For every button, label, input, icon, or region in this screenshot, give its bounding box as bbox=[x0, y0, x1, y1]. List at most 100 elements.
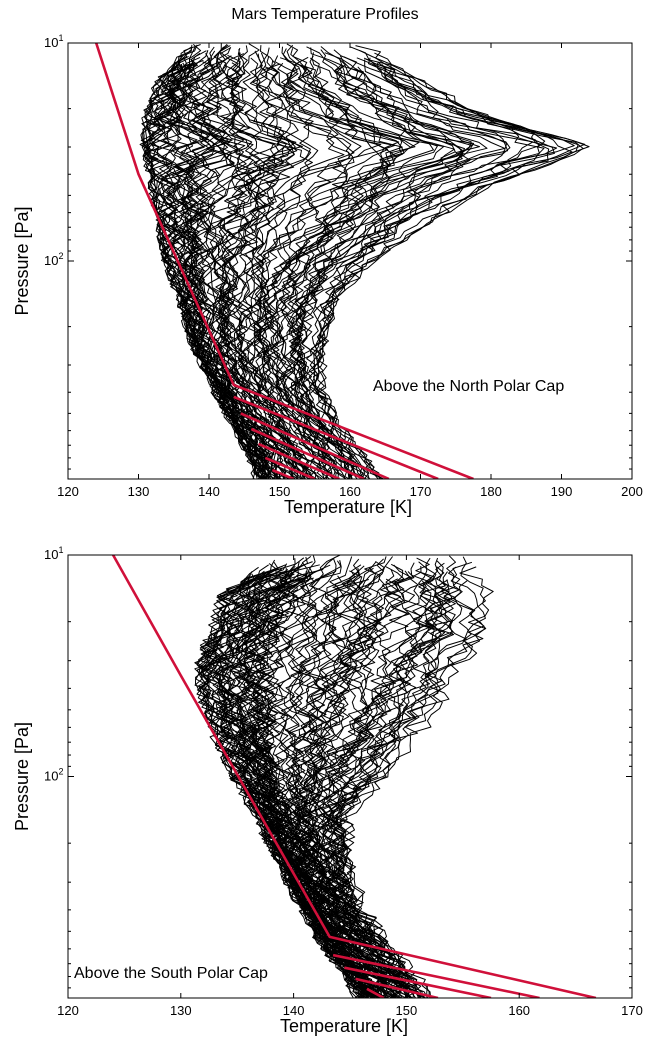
south-fit-line bbox=[344, 966, 492, 998]
x-tick-label: 130 bbox=[128, 484, 150, 499]
south-profile-line bbox=[205, 564, 371, 998]
north-fit-line bbox=[257, 442, 340, 479]
south-y-ticks: 101 102 bbox=[44, 545, 632, 989]
north-profile-line bbox=[298, 49, 472, 479]
y-tick-label: 102 bbox=[44, 767, 63, 784]
north-profile-line bbox=[290, 58, 465, 479]
x-tick-label: 140 bbox=[283, 1003, 305, 1018]
south-x-axis-label: Temperature [K] bbox=[280, 1016, 408, 1036]
south-profile-line bbox=[249, 570, 387, 998]
south-fit-lines bbox=[111, 555, 597, 998]
south-profile-line bbox=[235, 574, 372, 998]
north-profile-line bbox=[304, 64, 555, 479]
x-tick-label: 120 bbox=[57, 1003, 79, 1018]
north-profile-line bbox=[263, 48, 405, 479]
north-fit-line bbox=[250, 427, 365, 479]
south-x-ticks: 120 130 140 150 160 170 bbox=[57, 555, 643, 1018]
south-profile-line bbox=[298, 556, 396, 998]
south-profile-line bbox=[246, 580, 376, 998]
north-profile-line bbox=[161, 59, 270, 479]
y-tick-label: 101 bbox=[44, 545, 63, 562]
x-tick-label: 130 bbox=[170, 1003, 192, 1018]
north-profile-line bbox=[235, 50, 306, 479]
south-profile-line bbox=[198, 566, 362, 998]
south-profile-line bbox=[284, 567, 390, 998]
north-profile-line bbox=[248, 65, 345, 479]
north-profile-line bbox=[170, 52, 280, 479]
south-profiles bbox=[194, 555, 494, 998]
y-tick-label: 102 bbox=[44, 251, 63, 268]
north-profile-line bbox=[144, 64, 264, 479]
x-tick-label: 150 bbox=[396, 1003, 418, 1018]
south-fit-line bbox=[332, 953, 540, 998]
north-profile-line bbox=[228, 66, 311, 479]
north-profile-line bbox=[287, 56, 546, 479]
x-tick-label: 150 bbox=[269, 484, 291, 499]
north-profile-line bbox=[221, 45, 319, 479]
x-tick-label: 170 bbox=[410, 484, 432, 499]
south-profile-line bbox=[272, 560, 398, 998]
south-profile-line bbox=[314, 570, 415, 998]
south-profile-line bbox=[327, 555, 456, 998]
south-profile-line bbox=[332, 557, 456, 998]
north-profile-line bbox=[255, 68, 355, 479]
south-y-axis-label: Pressure [Pa] bbox=[12, 722, 32, 831]
figure-title: Mars Temperature Profiles bbox=[231, 6, 419, 23]
x-tick-label: 180 bbox=[480, 484, 502, 499]
south-annotation: Above the South Polar Cap bbox=[74, 965, 268, 982]
x-tick-label: 160 bbox=[508, 1003, 530, 1018]
south-profile-line bbox=[329, 571, 463, 998]
y-tick-label: 101 bbox=[44, 33, 63, 50]
north-profile-line bbox=[267, 46, 456, 479]
north-profile-line bbox=[239, 47, 312, 479]
north-profile-line bbox=[293, 68, 509, 479]
south-profile-line bbox=[335, 566, 494, 998]
north-profile-line bbox=[284, 49, 464, 479]
north-profile-line bbox=[155, 65, 279, 479]
north-profiles bbox=[139, 43, 590, 479]
north-fit-line bbox=[240, 412, 390, 479]
south-profile-line bbox=[330, 556, 486, 998]
south-profile-line bbox=[196, 566, 364, 998]
north-x-axis-label: Temperature [K] bbox=[284, 497, 412, 517]
south-profile-line bbox=[204, 563, 366, 998]
north-fit-line bbox=[264, 456, 316, 479]
south-chart: 120 130 140 150 160 170 101 102 Temperature [K] P… bbox=[12, 545, 643, 1036]
south-fit-line bbox=[355, 977, 439, 998]
north-profile-line bbox=[286, 55, 480, 479]
north-profile-line bbox=[171, 50, 270, 479]
north-y-ticks: 101 102 bbox=[44, 33, 632, 470]
south-profile-line bbox=[330, 579, 453, 998]
north-profile-line bbox=[306, 57, 545, 479]
north-profile-line bbox=[253, 66, 455, 479]
north-x-ticks: 120 130 140 150 160 170 180 190 200 bbox=[57, 43, 643, 499]
south-fit-line bbox=[366, 987, 385, 998]
x-tick-label: 140 bbox=[198, 484, 220, 499]
x-tick-label: 170 bbox=[621, 1003, 643, 1018]
south-profile-line bbox=[297, 567, 394, 998]
north-fit-line bbox=[233, 395, 439, 479]
north-profile-line bbox=[213, 53, 299, 479]
north-profile-line bbox=[257, 44, 397, 479]
south-profile-line bbox=[339, 580, 476, 998]
north-profile-line bbox=[214, 47, 303, 479]
north-fit-line bbox=[271, 468, 295, 479]
north-fit-line bbox=[94, 43, 474, 479]
x-tick-label: 160 bbox=[339, 484, 361, 499]
x-tick-label: 190 bbox=[551, 484, 573, 499]
north-fit-lines bbox=[94, 43, 474, 479]
x-tick-label: 200 bbox=[621, 484, 643, 499]
north-profile-line bbox=[295, 66, 475, 479]
south-profile-line bbox=[278, 569, 387, 998]
south-profile-line bbox=[320, 561, 437, 998]
south-fit-line bbox=[111, 555, 597, 998]
x-tick-label: 120 bbox=[57, 484, 79, 499]
north-profile-line bbox=[308, 58, 550, 479]
north-profile-line bbox=[187, 44, 279, 479]
north-profile-line bbox=[141, 63, 267, 479]
north-profile-line bbox=[311, 63, 590, 479]
north-profile-line bbox=[176, 57, 277, 479]
north-y-axis-label: Pressure [Pa] bbox=[12, 206, 32, 315]
north-annotation: Above the North Polar Cap bbox=[373, 378, 564, 395]
south-profile-line bbox=[323, 560, 446, 998]
